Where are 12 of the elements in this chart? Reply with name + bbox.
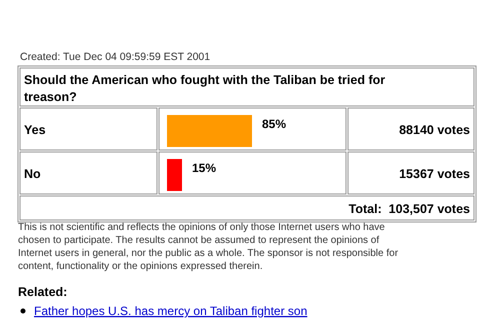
text: This is not scientific and reflects the opinions of only those Internet users who have chosen to participate. The results cannot be assumed to represent the opinions of Internet users in general, nor the public as a whole. The sponsor is not responsible for content, functionality or the opinions expressed therein. [18, 222, 399, 272]
text: 15367 votes [399, 167, 470, 181]
data-label: 15% [192, 161, 216, 175]
text: 88140 votes [399, 123, 470, 137]
text: Total: 103,507 votes [348, 202, 470, 216]
data-label: 85% [262, 117, 286, 131]
text: Father hopes U.S. has mercy on Taliban fighter son [34, 304, 308, 318]
y-tick-label: Yes [24, 123, 46, 137]
y-tick-label: No [24, 167, 42, 181]
text: Related: [18, 285, 68, 299]
chart-title: Should the American who fought with the Taliban be tried for treason? [24, 73, 386, 104]
chart-subtitle: Created: Tue Dec 04 09:59:59 EST 2001 [20, 51, 210, 63]
